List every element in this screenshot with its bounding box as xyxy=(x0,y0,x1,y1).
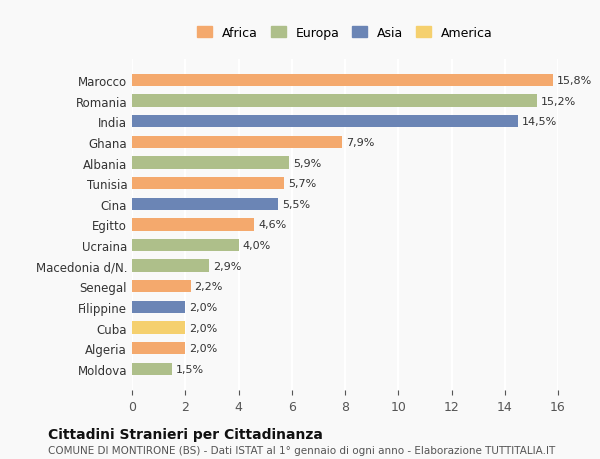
Text: 4,6%: 4,6% xyxy=(259,220,287,230)
Legend: Africa, Europa, Asia, America: Africa, Europa, Asia, America xyxy=(194,23,496,44)
Text: 1,5%: 1,5% xyxy=(176,364,204,374)
Text: 2,0%: 2,0% xyxy=(189,302,217,312)
Text: 5,7%: 5,7% xyxy=(288,179,316,189)
Bar xyxy=(132,75,553,87)
Text: 5,9%: 5,9% xyxy=(293,158,322,168)
Bar xyxy=(132,136,343,149)
Bar xyxy=(132,239,239,252)
Bar xyxy=(132,260,209,272)
Bar xyxy=(132,363,172,375)
Text: 7,9%: 7,9% xyxy=(346,138,375,148)
Bar xyxy=(132,301,185,313)
Bar xyxy=(132,95,537,107)
Text: 2,0%: 2,0% xyxy=(189,323,217,333)
Bar xyxy=(132,198,278,211)
Text: 2,9%: 2,9% xyxy=(213,261,242,271)
Bar xyxy=(132,116,518,128)
Bar xyxy=(132,178,284,190)
Text: 5,5%: 5,5% xyxy=(283,199,311,209)
Text: 2,2%: 2,2% xyxy=(194,282,223,291)
Text: 14,5%: 14,5% xyxy=(522,117,557,127)
Bar xyxy=(132,157,289,169)
Text: COMUNE DI MONTIRONE (BS) - Dati ISTAT al 1° gennaio di ogni anno - Elaborazione : COMUNE DI MONTIRONE (BS) - Dati ISTAT al… xyxy=(48,445,555,455)
Text: 4,0%: 4,0% xyxy=(242,241,271,251)
Bar xyxy=(132,280,191,293)
Bar xyxy=(132,322,185,334)
Text: 15,8%: 15,8% xyxy=(557,76,592,86)
Text: 15,2%: 15,2% xyxy=(541,96,576,106)
Bar xyxy=(132,219,254,231)
Text: Cittadini Stranieri per Cittadinanza: Cittadini Stranieri per Cittadinanza xyxy=(48,427,323,441)
Bar xyxy=(132,342,185,354)
Text: 2,0%: 2,0% xyxy=(189,343,217,353)
